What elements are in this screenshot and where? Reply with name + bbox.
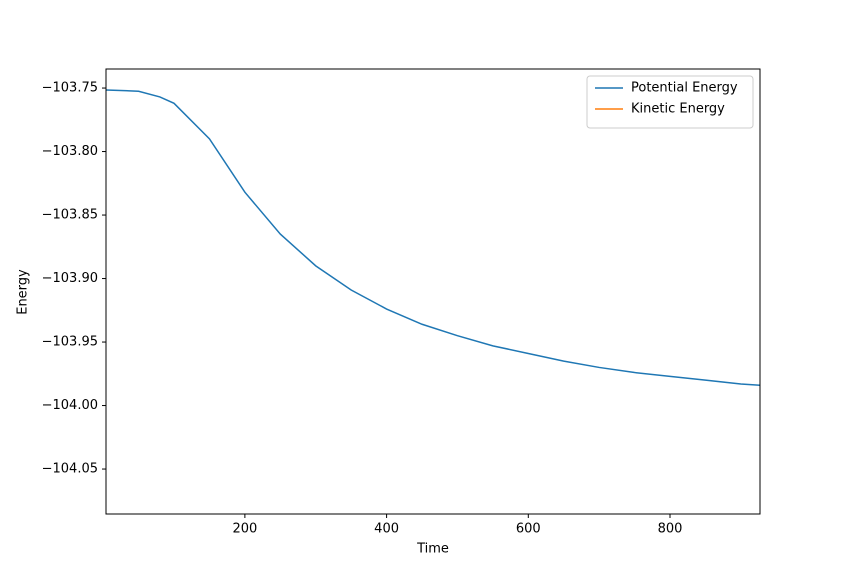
x-tick-label: 200 bbox=[232, 522, 257, 537]
y-tick-label: −103.75 bbox=[42, 81, 98, 96]
x-tick-label: 800 bbox=[658, 522, 683, 537]
y-tick-label: −103.90 bbox=[42, 271, 98, 286]
y-axis-label: Energy bbox=[16, 269, 31, 315]
y-tick-label: −103.85 bbox=[42, 208, 98, 223]
plot-frame bbox=[105, 68, 761, 515]
legend-box bbox=[586, 75, 754, 129]
y-tick-label: −104.00 bbox=[42, 398, 98, 413]
y-tick-label: −104.05 bbox=[42, 462, 98, 477]
y-tick-label: −103.80 bbox=[42, 144, 98, 159]
legend-label: Kinetic Energy bbox=[631, 102, 725, 117]
x-tick-label: 400 bbox=[374, 522, 399, 537]
y-tick-label: −103.95 bbox=[42, 335, 98, 350]
legend-label: Potential Energy bbox=[631, 81, 738, 96]
x-tick-label: 600 bbox=[516, 522, 541, 537]
line-series bbox=[106, 89, 760, 386]
x-axis-label: Time bbox=[416, 542, 449, 557]
